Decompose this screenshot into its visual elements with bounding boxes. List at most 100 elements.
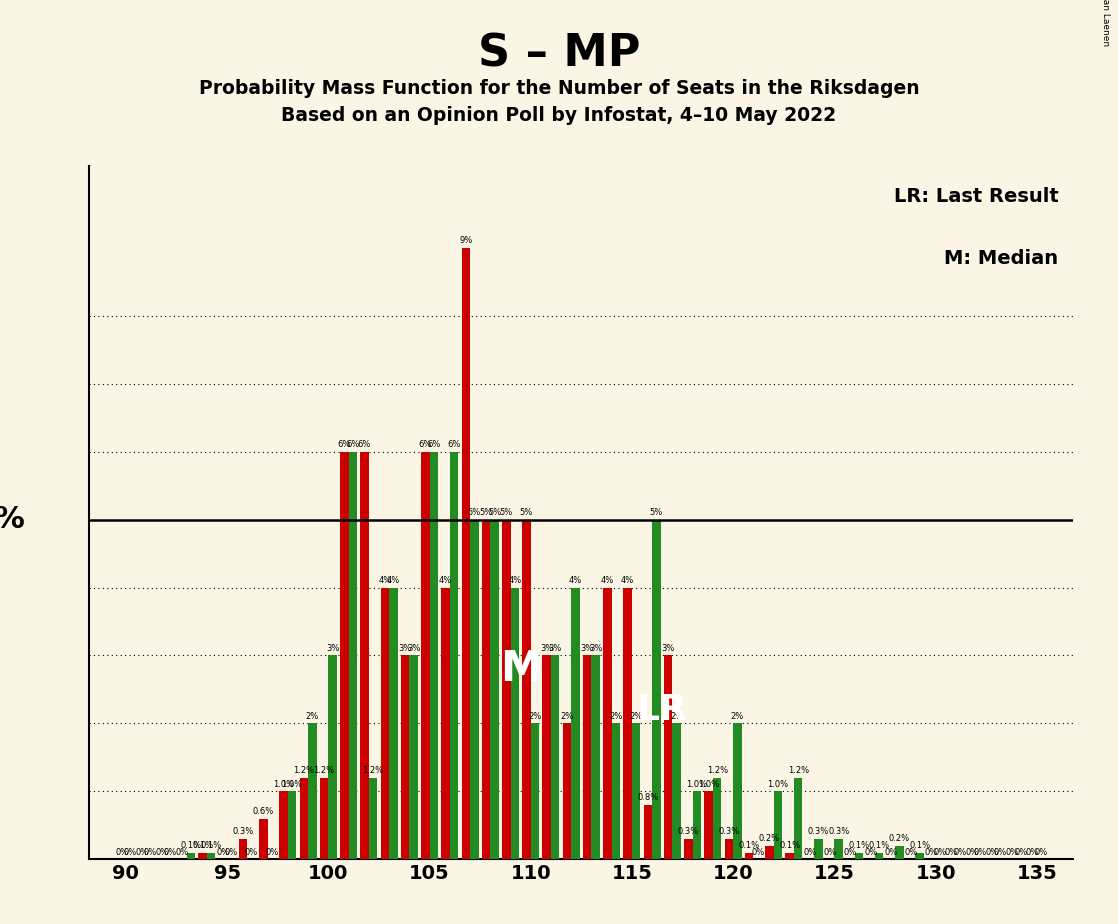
Bar — [875, 853, 883, 859]
Text: 0%: 0% — [245, 847, 258, 857]
Bar — [591, 655, 600, 859]
Bar — [511, 588, 519, 859]
Text: 0.1%: 0.1% — [869, 841, 890, 850]
Text: 0.3%: 0.3% — [678, 827, 699, 836]
Bar — [287, 791, 296, 859]
Text: 2%: 2% — [560, 711, 574, 721]
Text: 6%: 6% — [418, 440, 432, 449]
Bar — [329, 655, 337, 859]
Text: 2%: 2% — [731, 711, 745, 721]
Bar — [462, 248, 470, 859]
Text: 0%: 0% — [1026, 847, 1040, 857]
Text: 0.1%: 0.1% — [192, 841, 214, 850]
Bar — [207, 853, 216, 859]
Bar — [349, 452, 357, 859]
Text: 2%: 2% — [629, 711, 643, 721]
Text: 1.2%: 1.2% — [707, 766, 728, 775]
Bar — [522, 519, 531, 859]
Text: 2%: 2% — [529, 711, 541, 721]
Text: 6%: 6% — [347, 440, 360, 449]
Bar — [745, 853, 754, 859]
Text: 0.1%: 0.1% — [739, 841, 760, 850]
Bar — [562, 723, 571, 859]
Text: 3%: 3% — [580, 644, 594, 652]
Bar — [664, 655, 672, 859]
Text: 4%: 4% — [378, 576, 391, 585]
Bar — [542, 655, 551, 859]
Text: 5%: 5% — [0, 505, 26, 534]
Text: 1.0%: 1.0% — [282, 780, 303, 789]
Text: 0%: 0% — [1006, 847, 1018, 857]
Bar — [724, 839, 733, 859]
Bar — [400, 655, 409, 859]
Bar — [604, 588, 612, 859]
Text: Based on an Opinion Poll by Infostat, 4–10 May 2022: Based on an Opinion Poll by Infostat, 4–… — [282, 106, 836, 126]
Text: LR: LR — [637, 693, 688, 727]
Bar — [340, 452, 349, 859]
Text: 4%: 4% — [569, 576, 582, 585]
Text: 2%: 2% — [670, 711, 683, 721]
Bar — [794, 778, 803, 859]
Text: 5%: 5% — [520, 508, 533, 517]
Text: 0%: 0% — [864, 847, 878, 857]
Text: 0%: 0% — [985, 847, 998, 857]
Text: 0%: 0% — [994, 847, 1007, 857]
Text: 3%: 3% — [662, 644, 675, 652]
Text: 2%: 2% — [305, 711, 319, 721]
Text: 0%: 0% — [216, 847, 229, 857]
Bar — [814, 839, 823, 859]
Bar — [360, 452, 369, 859]
Text: 0.3%: 0.3% — [828, 827, 850, 836]
Text: LR: Last Result: LR: Last Result — [893, 187, 1059, 206]
Bar — [300, 778, 309, 859]
Text: 0%: 0% — [225, 847, 238, 857]
Text: Probability Mass Function for the Number of Seats in the Riksdagen: Probability Mass Function for the Number… — [199, 79, 919, 98]
Text: 0.1%: 0.1% — [909, 841, 930, 850]
Bar — [239, 839, 247, 859]
Text: 0.3%: 0.3% — [808, 827, 830, 836]
Text: 5%: 5% — [487, 508, 501, 517]
Text: 4%: 4% — [439, 576, 452, 585]
Text: 0.3%: 0.3% — [233, 827, 254, 836]
Bar — [644, 805, 652, 859]
Text: 0%: 0% — [884, 847, 898, 857]
Text: 3%: 3% — [398, 644, 411, 652]
Text: 0%: 0% — [824, 847, 836, 857]
Text: 3%: 3% — [325, 644, 339, 652]
Text: 9%: 9% — [459, 237, 473, 245]
Text: 5%: 5% — [480, 508, 493, 517]
Text: 0%: 0% — [176, 847, 189, 857]
Text: 1.0%: 1.0% — [273, 780, 294, 789]
Text: 0.1%: 0.1% — [180, 841, 201, 850]
Bar — [187, 853, 196, 859]
Bar — [470, 519, 479, 859]
Text: 0%: 0% — [164, 847, 178, 857]
Text: 4%: 4% — [509, 576, 521, 585]
Bar — [482, 519, 491, 859]
Bar — [551, 655, 559, 859]
Text: 0%: 0% — [954, 847, 967, 857]
Text: 0%: 0% — [904, 847, 918, 857]
Bar — [198, 853, 207, 859]
Text: 1.2%: 1.2% — [313, 766, 334, 775]
Bar — [531, 723, 539, 859]
Bar — [896, 845, 903, 859]
Bar — [259, 819, 267, 859]
Text: 6%: 6% — [427, 440, 440, 449]
Bar — [421, 452, 429, 859]
Text: 0%: 0% — [123, 847, 136, 857]
Text: 1.2%: 1.2% — [293, 766, 314, 775]
Text: 0%: 0% — [804, 847, 816, 857]
Text: 1.2%: 1.2% — [787, 766, 808, 775]
Bar — [369, 778, 377, 859]
Bar — [786, 853, 794, 859]
Text: 0%: 0% — [925, 847, 938, 857]
Bar — [429, 452, 438, 859]
Bar — [733, 723, 741, 859]
Text: 1.0%: 1.0% — [767, 780, 788, 789]
Bar — [916, 853, 923, 859]
Bar — [280, 791, 287, 859]
Bar — [409, 655, 418, 859]
Text: 1.0%: 1.0% — [698, 780, 719, 789]
Bar — [624, 588, 632, 859]
